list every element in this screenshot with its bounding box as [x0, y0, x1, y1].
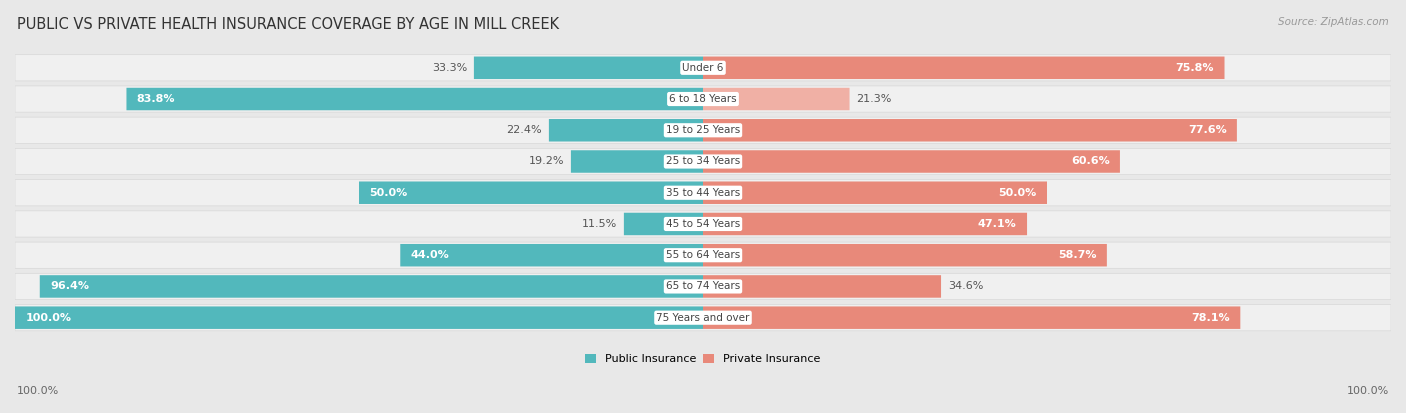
Text: 50.0%: 50.0%: [998, 188, 1036, 198]
FancyBboxPatch shape: [39, 275, 703, 298]
FancyBboxPatch shape: [548, 119, 703, 142]
FancyBboxPatch shape: [15, 148, 1391, 175]
FancyBboxPatch shape: [15, 211, 1391, 237]
Text: 6 to 18 Years: 6 to 18 Years: [669, 94, 737, 104]
Legend: Public Insurance, Private Insurance: Public Insurance, Private Insurance: [585, 354, 821, 364]
FancyBboxPatch shape: [401, 244, 703, 266]
Text: 35 to 44 Years: 35 to 44 Years: [666, 188, 740, 198]
Text: 78.1%: 78.1%: [1191, 313, 1230, 323]
Text: 45 to 54 Years: 45 to 54 Years: [666, 219, 740, 229]
FancyBboxPatch shape: [15, 242, 1391, 268]
Text: 100.0%: 100.0%: [17, 387, 59, 396]
Text: 96.4%: 96.4%: [51, 281, 89, 292]
FancyBboxPatch shape: [703, 57, 1225, 79]
FancyBboxPatch shape: [15, 86, 1391, 112]
Text: 34.6%: 34.6%: [948, 281, 983, 292]
Text: 25 to 34 Years: 25 to 34 Years: [666, 157, 740, 166]
Text: 44.0%: 44.0%: [411, 250, 450, 260]
FancyBboxPatch shape: [703, 244, 1107, 266]
Text: 50.0%: 50.0%: [370, 188, 408, 198]
Text: 47.1%: 47.1%: [979, 219, 1017, 229]
Text: 75.8%: 75.8%: [1175, 63, 1215, 73]
Text: 11.5%: 11.5%: [582, 219, 617, 229]
FancyBboxPatch shape: [15, 306, 703, 329]
Text: 100.0%: 100.0%: [25, 313, 72, 323]
FancyBboxPatch shape: [15, 55, 1391, 81]
FancyBboxPatch shape: [15, 180, 1391, 206]
Text: 60.6%: 60.6%: [1071, 157, 1109, 166]
Text: 83.8%: 83.8%: [136, 94, 176, 104]
FancyBboxPatch shape: [127, 88, 703, 110]
FancyBboxPatch shape: [703, 275, 941, 298]
Text: 55 to 64 Years: 55 to 64 Years: [666, 250, 740, 260]
Text: 58.7%: 58.7%: [1059, 250, 1097, 260]
Text: 21.3%: 21.3%: [856, 94, 891, 104]
Text: 100.0%: 100.0%: [1347, 387, 1389, 396]
FancyBboxPatch shape: [703, 88, 849, 110]
FancyBboxPatch shape: [703, 181, 1047, 204]
FancyBboxPatch shape: [15, 304, 1391, 331]
FancyBboxPatch shape: [359, 181, 703, 204]
FancyBboxPatch shape: [624, 213, 703, 235]
Text: 77.6%: 77.6%: [1188, 125, 1226, 135]
Text: Source: ZipAtlas.com: Source: ZipAtlas.com: [1278, 17, 1389, 26]
Text: 75 Years and over: 75 Years and over: [657, 313, 749, 323]
FancyBboxPatch shape: [703, 150, 1121, 173]
Text: Under 6: Under 6: [682, 63, 724, 73]
FancyBboxPatch shape: [703, 213, 1026, 235]
FancyBboxPatch shape: [15, 117, 1391, 143]
Text: 33.3%: 33.3%: [432, 63, 467, 73]
Text: 19.2%: 19.2%: [529, 157, 564, 166]
Text: PUBLIC VS PRIVATE HEALTH INSURANCE COVERAGE BY AGE IN MILL CREEK: PUBLIC VS PRIVATE HEALTH INSURANCE COVER…: [17, 17, 560, 31]
FancyBboxPatch shape: [474, 57, 703, 79]
FancyBboxPatch shape: [703, 306, 1240, 329]
FancyBboxPatch shape: [703, 119, 1237, 142]
Text: 19 to 25 Years: 19 to 25 Years: [666, 125, 740, 135]
Text: 22.4%: 22.4%: [506, 125, 541, 135]
Text: 65 to 74 Years: 65 to 74 Years: [666, 281, 740, 292]
FancyBboxPatch shape: [571, 150, 703, 173]
FancyBboxPatch shape: [15, 273, 1391, 299]
